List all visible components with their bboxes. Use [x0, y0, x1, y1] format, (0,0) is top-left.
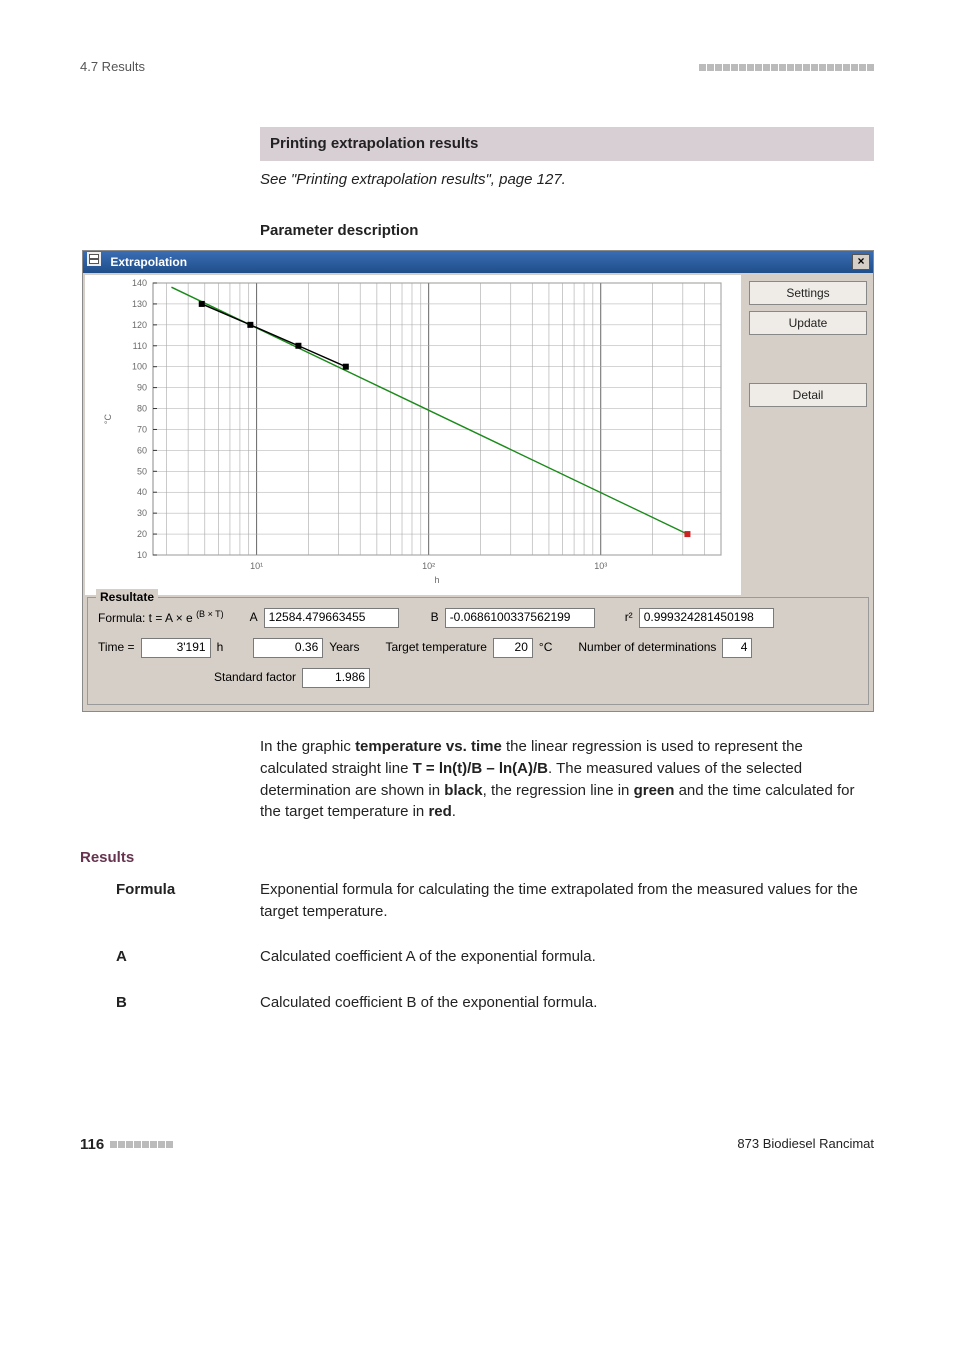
window-title: Extrapolation — [110, 255, 187, 269]
A-label: A — [250, 609, 258, 626]
param-B: B Calculated coefficient B of the expone… — [80, 992, 874, 1014]
stdfactor-field: 1.986 — [302, 668, 370, 688]
svg-text:110: 110 — [133, 341, 147, 351]
svg-text:10: 10 — [137, 550, 147, 560]
target-temp-unit: °C — [539, 639, 552, 656]
results-heading: Results — [80, 847, 874, 869]
param-formula-label: Formula — [80, 879, 260, 923]
time-y-unit: Years — [329, 639, 359, 656]
param-A-label: A — [80, 946, 260, 968]
svg-text:120: 120 — [132, 320, 147, 330]
svg-text:h: h — [434, 575, 439, 585]
A-field: 12584.479663455 — [264, 608, 399, 628]
extrapolation-window: Extrapolation × 10 20 30 40 50 60 70 80 90 100 110… — [82, 250, 874, 712]
window-side-panel: Settings Update Detail — [743, 273, 873, 597]
footer-product: 873 Biodiesel Rancimat — [737, 1135, 874, 1154]
svg-text:90: 90 — [137, 383, 147, 393]
window-titlebar[interactable]: Extrapolation × — [83, 251, 873, 273]
svg-text:100: 100 — [132, 362, 147, 372]
detail-button[interactable]: Detail — [749, 383, 867, 407]
param-formula: Formula Exponential formula for calculat… — [80, 879, 874, 923]
svg-text:10³: 10³ — [594, 561, 607, 571]
explanatory-paragraph: In the graphic temperature vs. time the … — [260, 736, 874, 823]
close-icon[interactable]: × — [852, 254, 870, 270]
target-temp-label: Target temperature — [386, 639, 487, 656]
svg-text:10¹: 10¹ — [250, 561, 263, 571]
svg-text:70: 70 — [137, 425, 147, 435]
stdfactor-label: Standard factor — [214, 669, 296, 686]
svg-text:60: 60 — [137, 445, 147, 455]
see-reference: See "Printing extrapolation results", pa… — [260, 169, 874, 191]
header-ornament — [699, 64, 874, 71]
svg-text:°C: °C — [103, 414, 113, 425]
results-row-time: Time = 3'191 h 0.36 Years Target tempera… — [98, 638, 858, 658]
results-row-stdfactor: Standard factor 1.986 — [98, 668, 858, 688]
param-A: A Calculated coefficient A of the expone… — [80, 946, 874, 968]
page-header: 4.7 Results — [80, 58, 874, 77]
num-det-field: 4 — [722, 638, 752, 658]
results-legend: Resultate — [96, 589, 158, 606]
svg-text:20: 20 — [137, 529, 147, 539]
r2-label: r² — [625, 609, 633, 626]
B-label: B — [431, 609, 439, 626]
svg-text:140: 140 — [132, 278, 147, 288]
update-button[interactable]: Update — [749, 311, 867, 335]
num-det-label: Number of determinations — [578, 639, 716, 656]
param-B-label: B — [80, 992, 260, 1014]
section-title: Printing extrapolation results — [260, 127, 874, 161]
target-temp-field: 20 — [493, 638, 533, 658]
parameter-description-heading: Parameter description — [260, 220, 874, 242]
results-row-formula: Formula: t = A × e (B × T) A 12584.47966… — [98, 608, 858, 628]
svg-text:50: 50 — [137, 466, 147, 476]
page-footer: 116 873 Biodiesel Rancimat — [80, 1134, 874, 1156]
settings-button[interactable]: Settings — [749, 281, 867, 305]
r2-field: 0.999324281450198 — [639, 608, 774, 628]
svg-text:30: 30 — [137, 508, 147, 518]
header-section: 4.7 Results — [80, 58, 145, 77]
time-label: Time = — [98, 639, 135, 656]
footer-page-number: 116 — [80, 1134, 104, 1156]
chart-area: 10 20 30 40 50 60 70 80 90 100 110 120 130 140 10¹ 10² 1… — [85, 275, 741, 595]
time-y-field: 0.36 — [253, 638, 323, 658]
results-box: Resultate Formula: t = A × e (B × T) A 1… — [87, 597, 869, 705]
svg-text:40: 40 — [137, 487, 147, 497]
param-formula-desc: Exponential formula for calculating the … — [260, 879, 874, 923]
footer-ornament — [110, 1141, 173, 1148]
B-field: -0.0686100337562199 — [445, 608, 595, 628]
time-h-field: 3'191 — [141, 638, 211, 658]
window-icon — [87, 252, 101, 266]
svg-text:130: 130 — [132, 299, 147, 309]
svg-text:10²: 10² — [422, 561, 435, 571]
formula-label: Formula: t = A × e (B × T) — [98, 608, 224, 627]
param-A-desc: Calculated coefficient A of the exponent… — [260, 946, 874, 968]
extrapolation-chart: 10 20 30 40 50 60 70 80 90 100 110 120 130 140 10¹ 10² 1… — [85, 275, 741, 595]
svg-text:80: 80 — [137, 404, 147, 414]
param-B-desc: Calculated coefficient B of the exponent… — [260, 992, 874, 1014]
time-h-unit: h — [217, 639, 224, 656]
